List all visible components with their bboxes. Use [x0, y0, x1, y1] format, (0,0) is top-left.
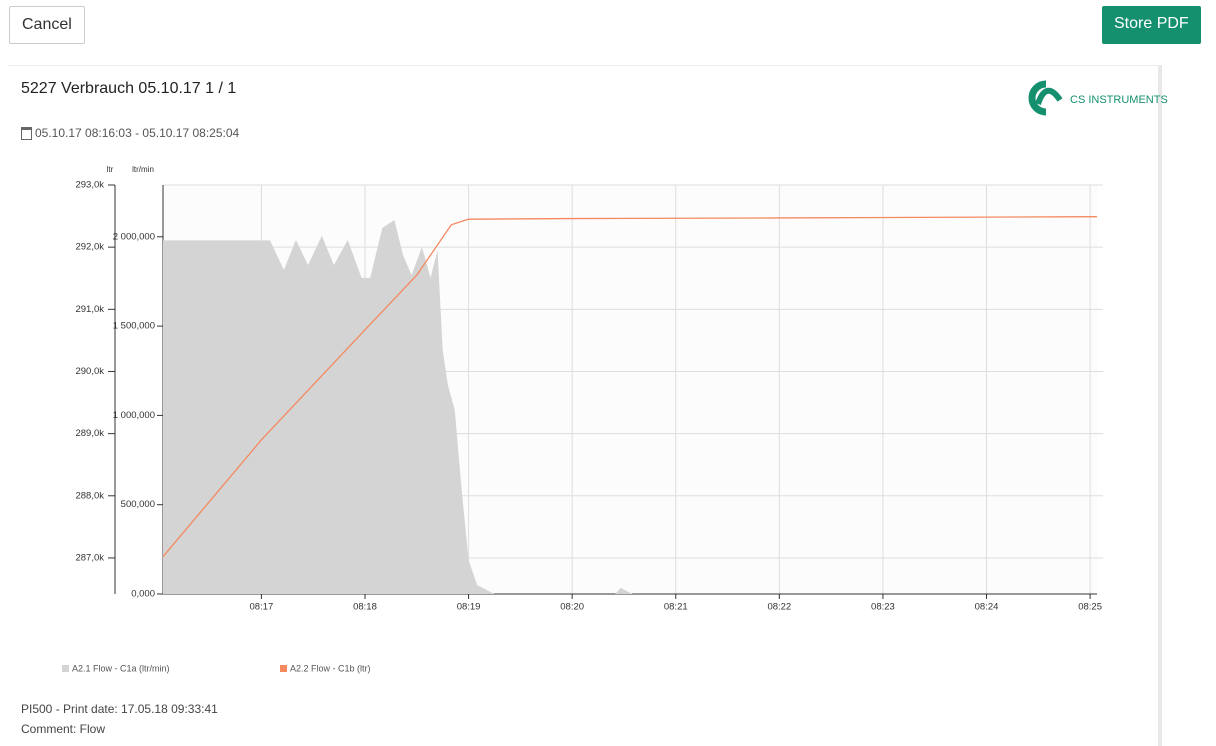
logo-text: CS INSTRUMENTS — [1070, 94, 1168, 106]
report-title: 5227 Verbrauch 05.10.17 1 / 1 — [21, 80, 237, 97]
legend-swatch — [280, 665, 287, 672]
y-tick-label: 292,0k — [75, 242, 104, 253]
x-tick-label: 08:17 — [250, 602, 274, 613]
cancel-button[interactable]: Cancel — [9, 6, 85, 44]
x-tick-label: 08:22 — [767, 602, 791, 613]
y-tick-label: 293,0k — [75, 180, 104, 191]
y-tick-label: 288,0k — [75, 490, 104, 501]
y2-tick-label: 0,000 — [131, 589, 155, 600]
y2-tick-label: 2 000,000 — [113, 231, 155, 242]
x-tick-label: 08:18 — [353, 602, 377, 613]
store-pdf-button[interactable]: Store PDF — [1102, 6, 1201, 44]
y2-tick-label: 500,000 — [121, 499, 155, 510]
legend-swatch — [62, 665, 69, 672]
y-axis-label: ltr — [107, 165, 114, 174]
date-range: 05.10.17 08:16:03 - 05.10.17 08:25:04 — [35, 126, 240, 140]
x-tick-label: 08:19 — [457, 602, 481, 613]
calendar-icon — [21, 127, 32, 140]
comment: Comment: Flow — [21, 722, 106, 736]
y-tick-label: 290,0k — [75, 366, 104, 377]
y-tick-label: 291,0k — [75, 304, 104, 315]
x-tick-label: 08:21 — [664, 602, 688, 613]
x-tick-label: 08:25 — [1078, 602, 1102, 613]
flow-area — [163, 220, 1097, 595]
legend-label: A2.1 Flow - C1a (ltr/min) — [72, 663, 170, 673]
x-tick-label: 08:24 — [975, 602, 999, 613]
y2-tick-label: 1 500,000 — [113, 321, 155, 332]
x-tick-label: 08:20 — [560, 602, 584, 613]
y-tick-label: 289,0k — [75, 428, 104, 439]
chart: 287,0k 288,0k 289,0k 290,0k 291,0k 292,0k 293,… — [62, 165, 1103, 673]
legend-label: A2.2 Flow - C1b (ltr) — [290, 663, 371, 673]
print-date: PI500 - Print date: 17.05.18 09:33:41 — [21, 702, 218, 716]
total-line — [162, 216, 1098, 558]
y2-axis-label: ltr/min — [132, 165, 154, 174]
y2-tick-label: 1 000,000 — [113, 410, 155, 421]
x-tick-label: 08:23 — [871, 602, 895, 613]
logo-icon — [1028, 80, 1063, 116]
y-tick-label: 287,0k — [75, 552, 104, 563]
